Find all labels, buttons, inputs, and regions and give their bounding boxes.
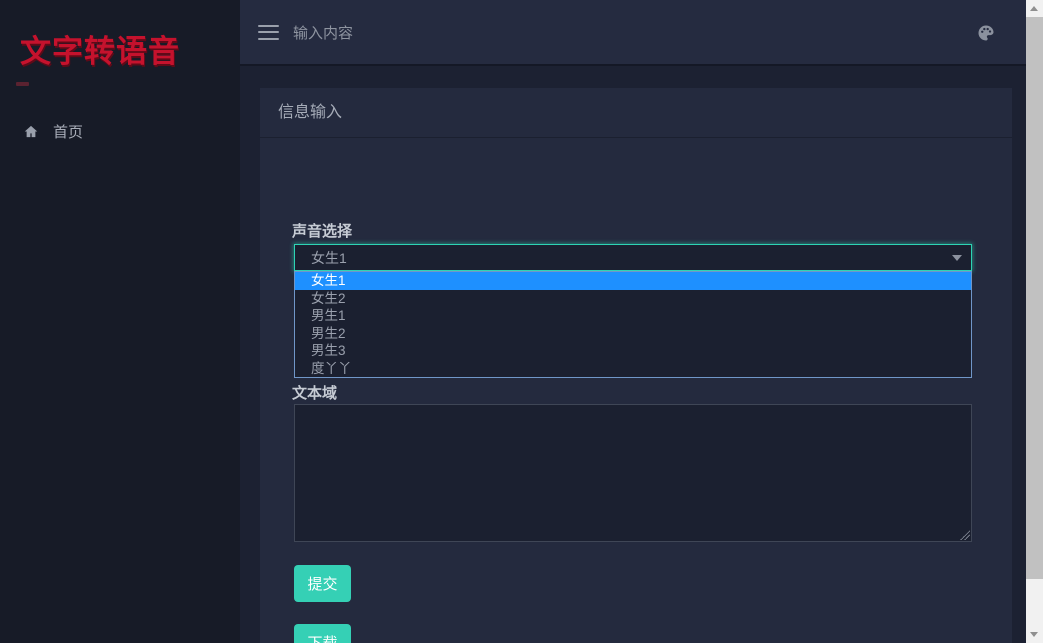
- info-input-card: 信息输入 声音选择 女生1 女生1 女生2 男生1 男生2 男生3 度丫丫 文本…: [260, 88, 1012, 643]
- card-header: 信息输入: [260, 88, 1012, 138]
- voice-option[interactable]: 男生3: [311, 343, 346, 358]
- sidebar: 文字转语音 首页: [0, 0, 240, 643]
- voice-option[interactable]: 度丫丫: [311, 360, 352, 376]
- voice-options-dropdown: 女生1 女生2 男生1 男生2 男生3 度丫丫: [294, 271, 972, 378]
- voice-option[interactable]: 女生2: [311, 290, 346, 306]
- sidebar-item-home[interactable]: 首页: [0, 116, 240, 146]
- topbar: 输入内容: [240, 0, 1026, 66]
- hamburger-icon[interactable]: [258, 24, 279, 40]
- download-button[interactable]: 下载: [294, 624, 351, 643]
- home-icon: [23, 124, 39, 139]
- sidebar-item-label: 首页: [53, 123, 84, 141]
- submit-button[interactable]: 提交: [294, 565, 351, 602]
- voice-option[interactable]: 女生1: [295, 272, 971, 290]
- scroll-up-icon: [1030, 6, 1038, 11]
- logo-underline: [16, 82, 29, 86]
- textarea-wrapper: [294, 404, 972, 542]
- app-title: 文字转语音: [20, 34, 180, 69]
- voice-select-label: 声音选择: [292, 223, 353, 240]
- palette-icon[interactable]: [976, 23, 996, 43]
- voice-option[interactable]: 男生1: [311, 308, 346, 323]
- vertical-scrollbar[interactable]: [1026, 0, 1043, 643]
- scroll-down-icon: [1030, 632, 1038, 637]
- chevron-down-icon: [952, 255, 962, 261]
- textarea-label: 文本域: [292, 385, 338, 402]
- text-input-area[interactable]: [294, 404, 972, 542]
- voice-select[interactable]: 女生1: [294, 244, 972, 271]
- resize-handle-icon[interactable]: [960, 530, 970, 540]
- voice-option[interactable]: 男生2: [311, 325, 346, 341]
- scroll-up-button[interactable]: [1026, 0, 1043, 17]
- scrollbar-thumb[interactable]: [1026, 17, 1043, 579]
- topbar-title: 输入内容: [293, 24, 354, 42]
- scroll-down-button[interactable]: [1026, 626, 1043, 643]
- voice-select-value: 女生1: [311, 249, 347, 266]
